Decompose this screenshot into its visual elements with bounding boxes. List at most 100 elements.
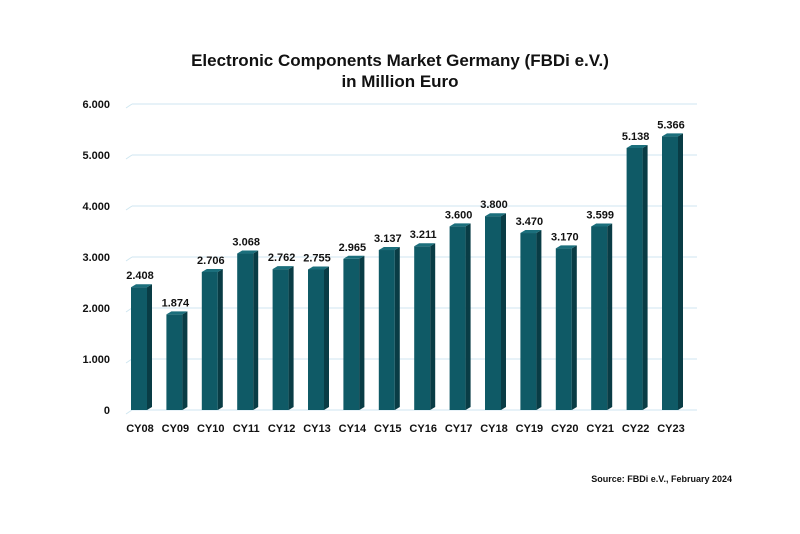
- bar-front: [449, 226, 466, 410]
- bar-front: [378, 250, 395, 410]
- gridline-diagonal: [125, 409, 133, 415]
- gridline-diagonal: [125, 154, 133, 160]
- bar-top: [591, 223, 613, 227]
- bar-side: [501, 213, 506, 410]
- y-tick-label: 4.000: [82, 201, 110, 213]
- bar-CY16: [414, 243, 436, 410]
- bar-front: [485, 216, 501, 410]
- data-label: 2.755: [303, 252, 331, 264]
- source-note: Source: FBDi e.V., February 2024: [591, 474, 732, 484]
- bar-front: [555, 248, 572, 410]
- bar-CY21: [591, 223, 613, 410]
- bar-top: [485, 213, 506, 217]
- data-label: 3.211: [410, 229, 437, 241]
- bar-top: [166, 311, 188, 315]
- gridline-diagonal: [125, 256, 133, 262]
- x-tick-label: CY14: [339, 423, 367, 435]
- x-tick-label: CY17: [445, 423, 473, 435]
- bar-CY13: [308, 266, 329, 410]
- x-tick-label: CY11: [233, 423, 260, 435]
- bar-CY14: [343, 255, 365, 410]
- bar-front: [662, 136, 678, 411]
- data-label: 3.600: [445, 209, 473, 221]
- bar-front: [520, 233, 537, 410]
- bar-top: [378, 247, 400, 251]
- x-tick-label: CY22: [622, 423, 650, 435]
- bar-side: [147, 284, 152, 410]
- data-label: 1.874: [162, 297, 190, 309]
- bar-top: [626, 144, 648, 148]
- data-label: 5.366: [657, 119, 685, 131]
- x-tick-label: CY13: [303, 423, 331, 435]
- bar-top: [237, 250, 259, 254]
- bar-side: [394, 247, 400, 410]
- x-tick-label: CY20: [551, 423, 579, 435]
- y-tick-label: 0: [104, 405, 110, 417]
- bar-top: [449, 223, 471, 227]
- x-tick-label: CY18: [480, 423, 508, 435]
- bar-top: [201, 268, 223, 272]
- chart-title-line1: Electronic Components Market Germany (FB…: [191, 51, 609, 70]
- chart-title: Electronic Components Market Germany (FB…: [0, 50, 800, 92]
- bar-CY18: [485, 213, 506, 410]
- bar-CY09: [166, 311, 188, 410]
- bar-front: [237, 253, 254, 410]
- gridline-diagonal: [125, 205, 133, 211]
- x-tick-label: CY19: [516, 423, 544, 435]
- bar-top: [555, 245, 577, 249]
- bar-top: [520, 230, 542, 234]
- x-tick-label: CY23: [657, 423, 685, 435]
- bar-top: [662, 133, 683, 137]
- bar-CY10: [201, 268, 223, 410]
- bar-side: [288, 266, 294, 410]
- bar-side: [217, 268, 223, 410]
- x-tick-label: CY16: [409, 423, 437, 435]
- bar-front: [591, 226, 608, 410]
- bar-front: [308, 269, 324, 410]
- bar-front: [201, 271, 218, 410]
- bar-side: [465, 223, 471, 410]
- x-tick-label: CY10: [197, 423, 225, 435]
- bar-front: [131, 287, 147, 410]
- bar-side: [430, 243, 436, 410]
- gridline-diagonal: [125, 103, 133, 109]
- bar-side: [678, 133, 683, 411]
- data-label: 3.470: [516, 216, 544, 228]
- data-label: 3.599: [586, 209, 614, 221]
- data-label: 3.137: [374, 233, 402, 245]
- bar-side: [571, 245, 577, 410]
- bar-CY19: [520, 230, 542, 410]
- chart-title-line2: in Million Euro: [341, 72, 459, 91]
- bar-side: [182, 311, 188, 410]
- data-label: 3.800: [480, 199, 508, 211]
- bar-top: [131, 284, 152, 288]
- bar-front: [343, 258, 360, 410]
- x-tick-label: CY09: [162, 423, 190, 435]
- bar-side: [359, 255, 365, 410]
- data-label: 2.706: [197, 255, 225, 267]
- x-tick-label: CY15: [374, 423, 402, 435]
- y-tick-label: 1.000: [82, 354, 110, 366]
- y-tick-label: 6.000: [82, 99, 110, 111]
- bar-CY22: [626, 144, 648, 410]
- x-tick-label: CY12: [268, 423, 296, 435]
- bar-side: [642, 144, 648, 410]
- data-label: 3.170: [551, 231, 579, 243]
- bar-side: [324, 266, 329, 410]
- bar-CY08: [131, 284, 152, 410]
- bar-front: [626, 147, 643, 410]
- bar-CY17: [449, 223, 471, 410]
- x-tick-label: CY21: [586, 423, 614, 435]
- bar-CY12: [272, 266, 294, 410]
- x-tick-label: CY08: [126, 423, 154, 435]
- bar-CY23: [662, 133, 683, 411]
- bar-top: [414, 243, 436, 247]
- data-label: 2.408: [126, 270, 154, 282]
- data-label: 2.762: [268, 252, 296, 264]
- bar-side: [607, 223, 613, 410]
- bar-top: [343, 255, 365, 259]
- bar-CY20: [555, 245, 577, 410]
- data-label: 5.138: [622, 131, 650, 143]
- y-tick-label: 2.000: [82, 303, 110, 315]
